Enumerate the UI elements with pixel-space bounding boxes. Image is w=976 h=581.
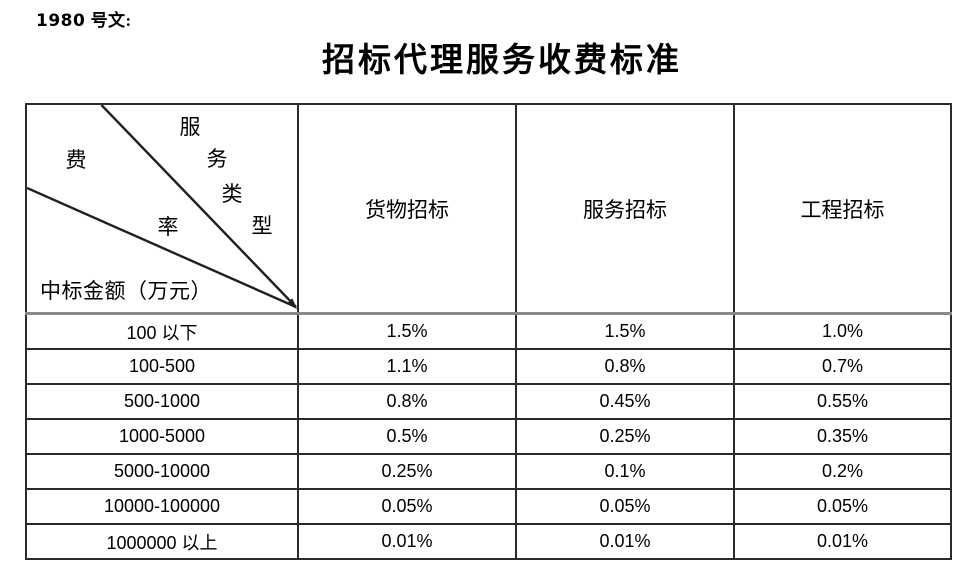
services-rate-cell: 0.45% — [515, 383, 735, 420]
works-rate-cell: 0.55% — [733, 383, 952, 420]
amount-range-cell: 500-1000 — [25, 383, 299, 420]
works-rate-cell: 0.2% — [733, 453, 952, 490]
works-rate-cell: 0.35% — [733, 418, 952, 455]
table-row: 100-500 1.1% 0.8% 0.7% — [25, 348, 952, 385]
corner-label-service-type-char: 型 — [251, 214, 273, 238]
services-rate-cell: 0.25% — [515, 418, 735, 455]
amount-range-cell: 10000-100000 — [25, 488, 299, 525]
goods-rate-cell: 1.1% — [297, 348, 517, 385]
corner-label-service-type-char: 服 — [179, 115, 201, 139]
services-rate-cell: 0.8% — [515, 348, 735, 385]
table-row: 100 以下 1.5% 1.5% 1.0% — [25, 312, 952, 350]
table-row: 1000-5000 0.5% 0.25% 0.35% — [25, 418, 952, 455]
header-row: 服 务 类 型 费 率 中标金额（万元） 货物招标 服务招标 工程招标 — [25, 103, 952, 315]
goods-rate-cell: 0.25% — [297, 453, 517, 490]
works-rate-cell: 0.01% — [733, 523, 952, 560]
goods-rate-cell: 1.5% — [297, 312, 517, 350]
doc-reference-label: 号文: — [90, 11, 132, 30]
goods-rate-cell: 0.01% — [297, 523, 517, 560]
services-rate-cell: 0.01% — [515, 523, 735, 560]
doc-reference: 1980 号文: — [36, 6, 132, 31]
services-rate-cell: 1.5% — [515, 312, 735, 350]
works-rate-cell: 0.7% — [733, 348, 952, 385]
amount-range-cell: 1000-5000 — [25, 418, 299, 455]
fee-table: 服 务 类 型 费 率 中标金额（万元） 货物招标 服务招标 工程招标 100 … — [25, 103, 952, 560]
works-rate-cell: 0.05% — [733, 488, 952, 525]
page-title: 招标代理服务收费标准 — [322, 43, 682, 79]
goods-rate-cell: 0.5% — [297, 418, 517, 455]
corner-label-amount: 中标金额（万元） — [40, 279, 212, 303]
services-rate-cell: 0.05% — [515, 488, 735, 525]
table-row: 1000000 以上 0.01% 0.01% 0.01% — [25, 523, 952, 560]
corner-label-service-type-char: 类 — [221, 182, 243, 206]
corner-header-cell: 服 务 类 型 费 率 中标金额（万元） — [25, 103, 299, 315]
column-header-services-bidding: 服务招标 — [515, 103, 735, 315]
table-row: 5000-10000 0.25% 0.1% 0.2% — [25, 453, 952, 490]
corner-label-service-type-char: 务 — [206, 147, 228, 171]
amount-range-cell: 5000-10000 — [25, 453, 299, 490]
column-header-works-bidding: 工程招标 — [733, 103, 952, 315]
amount-range-cell: 1000000 以上 — [25, 523, 299, 560]
services-rate-cell: 0.1% — [515, 453, 735, 490]
amount-range-cell: 100-500 — [25, 348, 299, 385]
fee-table-body: 100 以下 1.5% 1.5% 1.0% 100-500 1.1% 0.8% 0.7% 500… — [25, 312, 952, 560]
corner-label-rate-char: 率 — [157, 215, 179, 239]
goods-rate-cell: 0.8% — [297, 383, 517, 420]
table-row: 500-1000 0.8% 0.45% 0.55% — [25, 383, 952, 420]
doc-reference-number: 1980 — [36, 11, 86, 31]
goods-rate-cell: 0.05% — [297, 488, 517, 525]
column-header-goods-bidding: 货物招标 — [297, 103, 517, 315]
corner-label-rate-char: 费 — [65, 148, 87, 172]
works-rate-cell: 1.0% — [733, 312, 952, 350]
amount-range-cell: 100 以下 — [25, 312, 299, 350]
diagonal-divider-lines — [27, 105, 297, 309]
table-row: 10000-100000 0.05% 0.05% 0.05% — [25, 488, 952, 525]
